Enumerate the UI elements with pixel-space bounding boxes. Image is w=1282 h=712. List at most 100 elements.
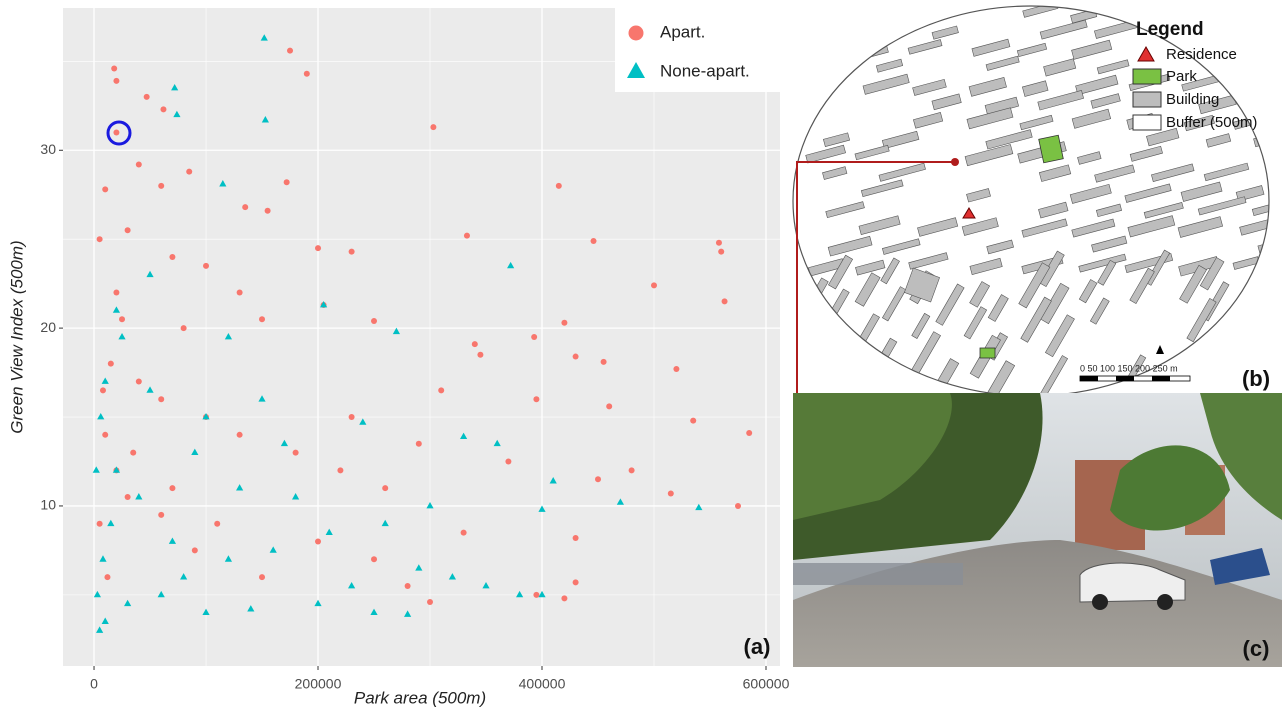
point [113, 78, 119, 84]
x-tick-label: 600000 [743, 676, 790, 692]
x-tick-label: 400000 [519, 676, 566, 692]
point [595, 476, 601, 482]
point [651, 282, 657, 288]
point [416, 441, 422, 447]
y-tick-label: 10 [40, 497, 56, 513]
point [287, 48, 293, 54]
point [242, 204, 248, 210]
point [104, 574, 110, 580]
map-legend-label: Buffer (500m) [1166, 114, 1257, 131]
map-legend-title: Legend [1136, 19, 1204, 40]
building [1254, 132, 1282, 147]
point [382, 485, 388, 491]
building [881, 368, 900, 392]
building [828, 24, 854, 40]
building [1184, 351, 1206, 379]
building [806, 38, 838, 53]
point [438, 387, 444, 393]
point [102, 186, 108, 192]
building [1237, 44, 1264, 58]
point [97, 521, 103, 527]
x-tick-label: 0 [90, 676, 98, 692]
legend-label: Apart. [660, 22, 705, 41]
point [533, 592, 539, 598]
point [556, 183, 562, 189]
connector-dot [951, 158, 959, 166]
point [606, 403, 612, 409]
building [858, 353, 879, 380]
point [192, 547, 198, 553]
point [690, 418, 696, 424]
building [1200, 358, 1226, 396]
point [561, 320, 567, 326]
point [315, 539, 321, 545]
panel-label: (a) [744, 634, 771, 659]
point [265, 208, 271, 214]
legend-icon [1133, 115, 1161, 130]
building [803, 304, 826, 338]
y-axis-title: Green View Index (500m) [7, 240, 26, 433]
point [158, 183, 164, 189]
point [405, 583, 411, 589]
point [668, 490, 674, 496]
building [856, 6, 882, 21]
point [169, 485, 175, 491]
point [284, 179, 290, 185]
point [181, 325, 187, 331]
street-photo [793, 393, 1282, 667]
point [113, 129, 119, 135]
point [531, 334, 537, 340]
point [561, 595, 567, 601]
point [735, 503, 741, 509]
y-tick-label: 30 [40, 141, 56, 157]
point [144, 94, 150, 100]
point [477, 352, 483, 358]
point [461, 530, 467, 536]
point [125, 494, 131, 500]
point [427, 599, 433, 605]
building [1134, 2, 1171, 20]
point [337, 467, 343, 473]
point [673, 366, 679, 372]
plot-panel [63, 8, 780, 666]
point [349, 414, 355, 420]
point [108, 361, 114, 367]
point [237, 432, 243, 438]
point [237, 290, 243, 296]
building [1205, 18, 1248, 38]
point [304, 71, 310, 77]
park [980, 348, 995, 358]
point [102, 432, 108, 438]
building [1258, 57, 1282, 76]
building [1262, 23, 1282, 42]
point [505, 458, 511, 464]
point [533, 396, 539, 402]
point [113, 290, 119, 296]
point [718, 249, 724, 255]
building [804, 350, 824, 378]
point [349, 249, 355, 255]
point [746, 430, 752, 436]
map-legend-label: Park [1166, 68, 1197, 85]
point [158, 396, 164, 402]
map-legend-label: Building [1166, 91, 1219, 108]
point [591, 238, 597, 244]
point [160, 106, 166, 112]
point [722, 298, 728, 304]
point [629, 467, 635, 473]
panel-label: (b) [1242, 366, 1270, 391]
point [371, 556, 377, 562]
point [716, 240, 722, 246]
point [214, 521, 220, 527]
building [1253, 314, 1282, 357]
point [573, 579, 579, 585]
building [1181, 2, 1215, 17]
point [430, 124, 436, 130]
building [822, 370, 840, 393]
point [203, 263, 209, 269]
figure: Apart.None-apart. Park area (500m) Green… [0, 0, 1282, 712]
panel-label: (c) [1243, 636, 1270, 661]
map-legend-label: Residence [1166, 46, 1237, 63]
building [1255, 286, 1280, 321]
building [821, 60, 846, 73]
